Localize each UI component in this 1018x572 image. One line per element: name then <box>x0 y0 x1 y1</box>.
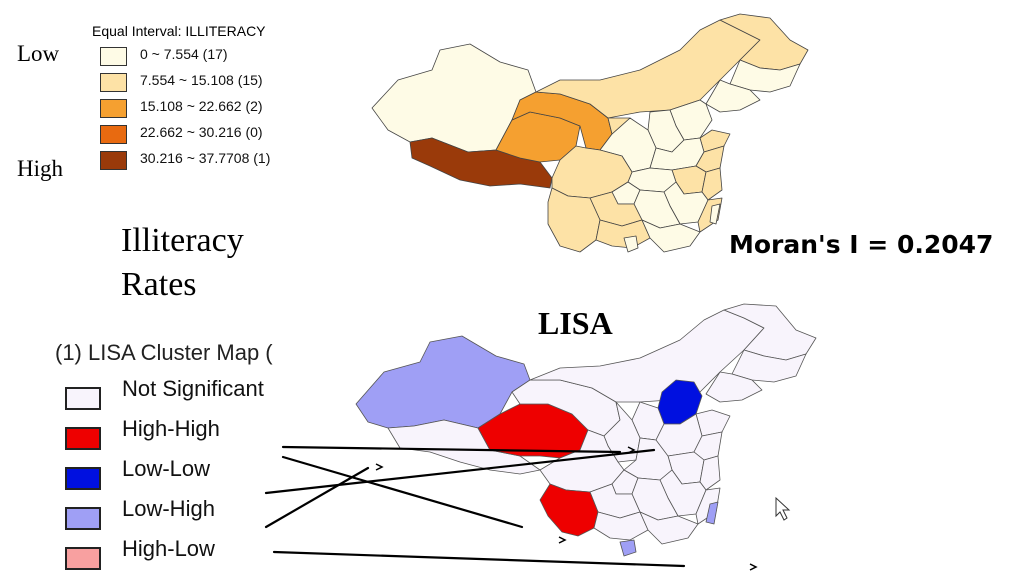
region-guangdong <box>641 219 701 253</box>
legend-swatch-class-1 <box>100 47 127 66</box>
caption-illiteracy: Illiteracy <box>121 222 244 259</box>
legend-label-class-3: 15.108 ~ 22.662 (2) <box>140 98 263 114</box>
region-hainan <box>623 235 639 253</box>
high-label: High <box>17 156 63 181</box>
lisa-region-guangdong <box>639 511 699 545</box>
lisa-swatch-low-high <box>65 507 101 530</box>
lisa-label-low-low: Low-Low <box>122 456 211 481</box>
cursor-icon <box>775 496 791 521</box>
legend-label-class-1: 0 ~ 7.554 (17) <box>140 46 228 62</box>
legend-label-class-5: 30.216 ~ 37.7708 (1) <box>140 150 271 166</box>
annotation-line-3 <box>264 448 656 495</box>
region-liaoning <box>705 79 761 113</box>
lisa-swatch-high-high <box>65 427 101 450</box>
legend-swatch-class-5 <box>100 151 127 170</box>
lisa-swatch-not-significant <box>65 387 101 410</box>
annotation-line-4 <box>264 466 370 529</box>
region-tibet <box>409 137 553 189</box>
legend-swatch-class-2 <box>100 73 127 92</box>
region-taiwan <box>709 203 721 225</box>
arrow-marker-4 <box>749 563 758 571</box>
caption-rates: Rates <box>121 266 197 303</box>
arrow-marker-2 <box>627 446 636 454</box>
annotation-line-5 <box>272 550 686 568</box>
annotation-line-2 <box>281 455 524 529</box>
region-ningxia <box>607 117 631 135</box>
low-label: Low <box>17 41 60 66</box>
lisa-label-high-low: High-Low <box>122 536 215 561</box>
morans-i-label: Moran's I = 0.2047 <box>729 230 994 259</box>
lisa-region-hainan <box>619 539 637 557</box>
region-zhejiang <box>701 167 723 201</box>
lisa-swatch-low-low <box>65 467 101 490</box>
lisa-heading: LISA <box>538 305 613 341</box>
lisa-label-low-high: Low-High <box>122 496 215 521</box>
legend-label-class-4: 22.662 ~ 30.216 (0) <box>140 124 263 140</box>
lisa-region-yunnan <box>539 483 599 537</box>
region-yunnan <box>547 187 601 253</box>
legend-swatch-class-3 <box>100 99 127 118</box>
lisa-label-not-significant: Not Significant <box>122 376 264 401</box>
lisa-region-guangxi <box>593 511 649 541</box>
arrow-marker-3 <box>558 536 567 544</box>
lisa-label-high-high: High-High <box>122 416 220 441</box>
illiteracy-legend-title: Equal Interval: ILLITERACY <box>92 23 266 39</box>
arrow-marker-1 <box>375 463 384 471</box>
lisa-region-liaoning <box>705 371 763 403</box>
legend-label-class-2: 7.554 ~ 15.108 (15) <box>140 72 263 88</box>
annotation-line-1 <box>281 445 622 454</box>
lisa-region-zhejiang <box>699 455 721 491</box>
lisa-legend-title: (1) LISA Cluster Map ( <box>55 340 273 365</box>
legend-swatch-class-4 <box>100 125 127 144</box>
lisa-region-taiwan <box>705 501 719 525</box>
lisa-swatch-high-low <box>65 547 101 570</box>
